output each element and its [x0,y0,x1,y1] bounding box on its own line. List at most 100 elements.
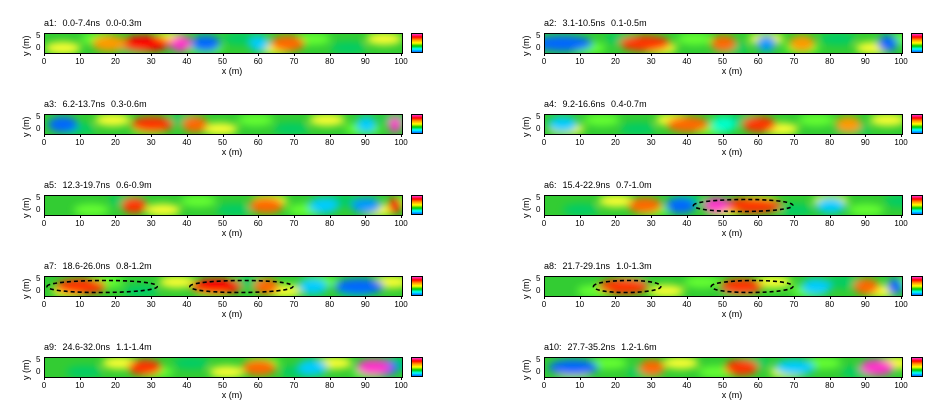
heatmap-svg [45,358,402,377]
panel-title: a9: 24.6-32.0ns 1.1-1.4m [44,342,158,352]
background-blob [884,196,902,207]
x-tick [901,377,902,380]
x-tick [865,377,867,380]
background-blob [598,196,635,207]
y-axis-label: y (m) [521,278,531,300]
x-axis: 0 10 20 30 40 50 60 70 80 90 100 x (m) [42,215,408,238]
heatmap-plot [544,114,903,135]
background-blob [309,115,346,126]
x-tick [401,296,402,299]
cold-anomaly [356,116,377,133]
x-tick [115,215,117,218]
x-tick [651,377,653,380]
x-tick [115,134,117,137]
x-tick [329,215,331,218]
colorbar [411,114,423,134]
x-tick-label: 80 [825,57,835,66]
x-axis-label: x (m) [221,147,243,157]
background-blob [798,115,835,126]
x-tick [186,215,188,218]
x-tick-label: 30 [146,381,156,390]
x-tick [44,215,45,218]
x-tick [401,134,402,137]
anomaly-outline [46,279,159,294]
y-tick-label: 5 [536,112,541,121]
x-tick-label: 40 [182,300,192,309]
x-tick-label: 60 [753,219,763,228]
background-blob [73,204,110,215]
x-tick [615,377,617,380]
x-tick-label: 20 [610,381,620,390]
x-tick [829,134,831,137]
panel-title: a2: 3.1-10.5ns 0.1-0.5m [544,18,653,28]
x-tick [829,296,831,299]
hot-anomaly [270,35,305,52]
colorbar [911,357,923,377]
y-tick-label: 5 [36,355,41,364]
x-tick-label: 100 [894,57,908,66]
colorbar [411,195,423,215]
cold-anomaly [548,359,599,376]
x-tick-label: 10 [75,219,85,228]
x-tick [365,215,367,218]
x-tick [722,377,724,380]
background-blob [819,34,856,45]
x-axis-label: x (m) [221,390,243,400]
background-blob [237,115,274,126]
x-tick [758,377,760,380]
heatmap-svg [545,34,902,53]
x-tick-label: 0 [41,57,47,66]
x-tick-label: 0 [41,138,47,147]
heatmap-svg [545,115,902,134]
x-tick [686,134,688,137]
x-tick-label: 40 [682,219,692,228]
x-tick-label: 40 [182,219,192,228]
x-axis: 0 10 20 30 40 50 60 70 80 90 100 x (m) [41,134,408,157]
x-tick [686,215,688,218]
x-tick-label: 40 [182,381,192,390]
x-tick-label: 90 [860,138,870,147]
hot-anomaly [859,359,895,376]
cold-anomaly [334,278,385,295]
hot-anomaly [249,197,284,214]
background-blob [173,358,210,369]
x-tick-label: 0 [541,57,547,66]
colorbar [911,114,923,134]
x-tick [401,215,402,218]
panel-id: a8: [544,261,557,271]
x-axis-label: x (m) [221,228,243,238]
panel-id: a4: [544,99,557,109]
background-blob [216,204,253,215]
panel-id: a1: [44,18,57,28]
x-tick-label: 70 [289,219,299,228]
heatmap-plot [544,357,903,378]
x-tick-label: 0 [541,381,547,390]
x-tick [151,53,153,56]
x-tick [651,134,653,137]
panel-time: 6.2-13.7ns [62,99,106,109]
panel-a6: a6: 15.4-22.9ns 0.7-1.0m y (m) 5 0 0 10 20 30 40 50… [521,180,927,240]
x-tick [258,53,260,56]
panel-id: a5: [44,180,57,190]
x-axis-label: x (m) [721,147,743,157]
x-tick [651,53,653,56]
x-tick-label: 40 [682,381,692,390]
x-tick-label: 0 [541,300,547,309]
x-tick-label: 100 [394,300,408,309]
panel-a1: a1: 0.0-7.4ns 0.0-0.3m y (m) 5 0 0 10 20 30 40 50 60… [21,18,427,78]
x-tick [79,215,81,218]
x-tick-label: 20 [110,138,120,147]
hot-anomaly [835,116,862,133]
x-tick-label: 40 [182,138,192,147]
x-tick [651,296,653,299]
x-tick [329,53,331,56]
x-tick [365,53,367,56]
x-tick [115,53,117,56]
x-tick [151,377,153,380]
x-tick-label: 10 [575,300,585,309]
panel-title: a4: 9.2-16.6ns 0.4-0.7m [544,99,653,109]
x-tick-label: 40 [682,57,692,66]
x-tick [222,134,224,137]
x-tick-label: 80 [825,219,835,228]
x-tick-label: 10 [75,138,85,147]
